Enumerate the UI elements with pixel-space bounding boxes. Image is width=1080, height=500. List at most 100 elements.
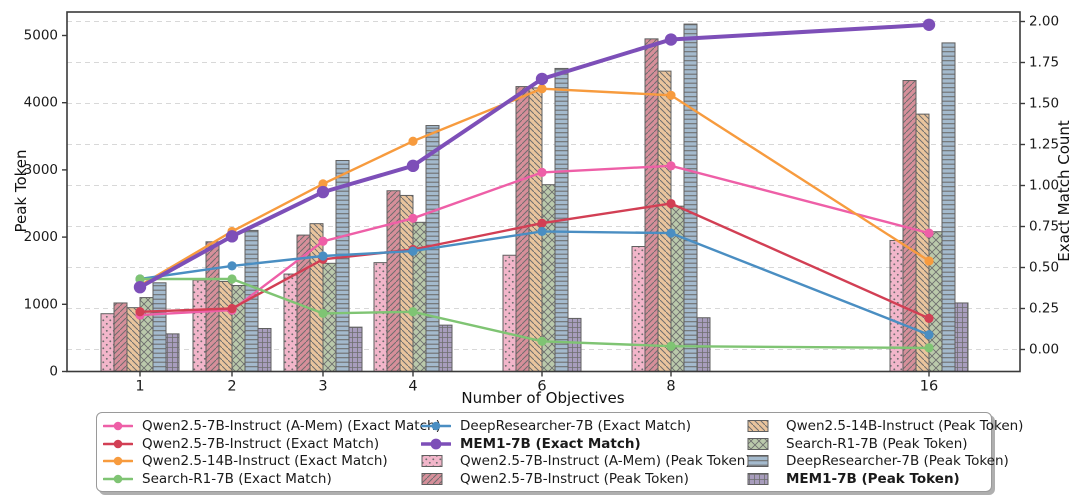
x-tick-label: 8 <box>666 379 675 395</box>
legend-label: Qwen2.5-14B-Instruct (Exact Match) <box>142 453 388 470</box>
legend-label: DeepResearcher-7B (Exact Match) <box>460 417 692 434</box>
legend-label: MEM1-7B (Peak Token) <box>786 471 960 488</box>
marker-deepresearcher_7b-x16 <box>924 330 934 340</box>
legend-patch-swatch <box>747 419 777 433</box>
marker-qwen25_7b-x8 <box>666 198 676 209</box>
legend-line-swatch <box>103 437 133 451</box>
marker-mem1_7b-x4 <box>406 159 420 173</box>
legend-label: Qwen2.5-7B-Instruct (Exact Match) <box>142 435 380 452</box>
bar-hatch-mem1_7b-x2 <box>257 327 272 373</box>
right-axis-title: Exact Match Count <box>1055 120 1073 262</box>
bar-hatch-qwen25_7b-x2 <box>205 241 220 372</box>
marker-deepresearcher_7b-x8 <box>666 228 676 238</box>
left-tick-label: 5000 <box>24 28 58 44</box>
legend-column-1: Qwen2.5-7B-Instruct (A-Mem) (Exact Match… <box>103 417 441 488</box>
legend-entry-qwen25_14b-patch: Qwen2.5-14B-Instruct (Peak Token) <box>747 417 1023 435</box>
bar-hatch-qwen25_14b-x2 <box>218 280 233 372</box>
legend-column-2: DeepResearcher-7B (Exact Match) MEM1-7B (… <box>421 417 751 488</box>
legend-entry-deepresearcher_7b-line: DeepResearcher-7B (Exact Match) <box>421 417 751 435</box>
bar-hatch-deepresearcher_7b-x16 <box>941 42 956 372</box>
marker-mem1_7b-x2 <box>225 230 239 243</box>
dual-axis-bar-line-chart: 0 1000 2000 3000 4000 5000 0.00 0.25 0.50 0.75 1.0… <box>24 11 1059 395</box>
legend-patch-swatch <box>421 454 451 468</box>
legend-label: Search-R1-7B (Peak Token) <box>786 435 968 452</box>
marker-qwen25_7b-x1 <box>135 307 145 317</box>
right-tick-label: 2.00 <box>1029 14 1059 30</box>
marker-deepresearcher_7b-x4 <box>408 246 418 256</box>
legend: Qwen2.5-7B-Instruct (A-Mem) (Exact Match… <box>96 412 1023 492</box>
left-tick-label: 1000 <box>24 296 58 312</box>
bar-hatch-search_r1_7b-x4 <box>412 221 427 372</box>
marker-qwen25_7b_amem-x8 <box>666 161 676 171</box>
marker-qwen25_7b-x2 <box>227 303 237 314</box>
legend-entry-search_r1_7b-patch: Search-R1-7B (Peak Token) <box>747 435 1023 453</box>
marker-search_r1_7b-x1 <box>135 274 145 284</box>
bar-hatch-mem1_7b-x8 <box>696 317 711 372</box>
marker-qwen25_14b-x8 <box>666 90 676 100</box>
right-tick-label: 0.50 <box>1029 260 1059 276</box>
legend-label: Qwen2.5-7B-Instruct (A-Mem) (Peak Token) <box>460 453 751 470</box>
marker-qwen25_7b_amem-x16 <box>924 228 934 238</box>
x-tick-label: 4 <box>408 379 417 395</box>
marker-mem1_7b-x1 <box>133 280 147 294</box>
right-tick-label: 0.00 <box>1029 342 1059 358</box>
legend-line-swatch <box>421 437 451 451</box>
bar-hatch-qwen25_7b-x1 <box>113 302 128 372</box>
marker-search_r1_7b-x2 <box>227 274 237 284</box>
x-tick-label: 1 <box>135 379 144 395</box>
right-tick-label: 0.25 <box>1029 301 1059 317</box>
legend-line-swatch <box>103 454 133 468</box>
marker-deepresearcher_7b-x2 <box>227 261 237 271</box>
legend-entry-qwen25_7b-patch: Qwen2.5-7B-Instruct (Peak Token) <box>421 470 751 488</box>
legend-label: DeepResearcher-7B (Peak Token) <box>786 453 1009 470</box>
marker-mem1_7b-x16 <box>922 18 936 31</box>
marker-qwen25_14b-x16 <box>924 256 934 266</box>
legend-column-3: Qwen2.5-14B-Instruct (Peak Token) Search-… <box>747 417 1023 488</box>
bar-hatch-qwen25_7b_amem-x2 <box>192 279 207 372</box>
legend-line-swatch <box>421 419 451 433</box>
bar-hatch-deepresearcher_7b-x3 <box>335 159 350 372</box>
legend-patch-swatch <box>421 472 451 486</box>
bar-hatch-qwen25_14b-x8 <box>657 70 672 372</box>
legend-label: Qwen2.5-14B-Instruct (Peak Token) <box>786 417 1024 434</box>
legend-label: MEM1-7B (Exact Match) <box>460 435 641 452</box>
legend-label: Qwen2.5-7B-Instruct (A-Mem) (Exact Match… <box>142 417 441 434</box>
bar-hatch-mem1_7b-x6 <box>567 317 582 372</box>
legend-entry-mem1_7b-patch: MEM1-7B (Peak Token) <box>747 470 1023 488</box>
marker-qwen25_7b_amem-x3 <box>318 236 328 246</box>
right-tick-label: 1.25 <box>1029 137 1059 153</box>
legend-patch-swatch <box>747 437 777 451</box>
bar-hatch-qwen25_7b-x4 <box>386 190 401 372</box>
marker-search_r1_7b-x16 <box>924 343 934 353</box>
bar-hatch-mem1_7b-x4 <box>438 324 453 372</box>
legend-entry-qwen25_7b_amem-line: Qwen2.5-7B-Instruct (A-Mem) (Exact Match… <box>103 417 441 435</box>
marker-mem1_7b-x6 <box>535 72 549 86</box>
marker-qwen25_14b-x6 <box>537 84 547 94</box>
left-axis-title: Peak Token <box>12 149 30 233</box>
marker-qwen25_7b_amem-x6 <box>537 167 547 177</box>
marker-search_r1_7b-x4 <box>408 307 418 317</box>
right-tick-label: 1.00 <box>1029 178 1059 194</box>
marker-deepresearcher_7b-x3 <box>318 251 328 261</box>
marker-search_r1_7b-x6 <box>537 336 547 346</box>
bar-hatch-qwen25_7b_amem-x8 <box>631 246 646 372</box>
bar-hatch-qwen25_7b_amem-x1 <box>100 313 115 373</box>
legend-patch-swatch <box>747 454 777 468</box>
legend-line-swatch <box>103 419 133 433</box>
x-tick-label: 16 <box>920 379 938 395</box>
marker-qwen25_7b-x16 <box>924 313 934 323</box>
marker-search_r1_7b-x8 <box>666 341 676 351</box>
legend-entry-qwen25_14b-line: Qwen2.5-14B-Instruct (Exact Match) <box>103 453 441 471</box>
marker-qwen25_14b-x4 <box>408 136 418 146</box>
legend-entry-mem1_7b-line: MEM1-7B (Exact Match) <box>421 435 751 453</box>
left-tick-label: 3000 <box>24 162 58 178</box>
legend-label: Qwen2.5-7B-Instruct (Peak Token) <box>460 471 689 488</box>
bar-hatch-mem1_7b-x16 <box>954 302 969 372</box>
bar-hatch-qwen25_7b_amem-x4 <box>373 262 388 372</box>
x-tick-label: 2 <box>227 379 236 395</box>
marker-mem1_7b-x3 <box>316 185 330 199</box>
marker-mem1_7b-x8 <box>664 33 678 46</box>
bar-hatch-qwen25_7b_amem-x3 <box>283 273 298 372</box>
marker-deepresearcher_7b-x6 <box>537 226 547 237</box>
